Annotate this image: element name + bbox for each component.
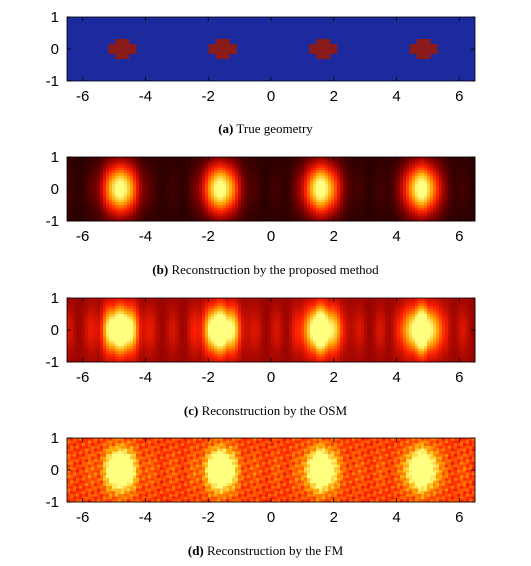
x-tick-label: -6 (76, 509, 89, 526)
y-tick-label: 0 (51, 41, 59, 58)
caption-b: (b) Reconstruction by the proposed metho… (152, 262, 379, 277)
x-tick-label: -2 (202, 509, 215, 526)
y-tick-label: -1 (46, 73, 59, 90)
y-tick-label: 1 (51, 290, 59, 307)
panel-c: -6 -4 -2 0 2 4 6 1 0 -1 (46, 290, 476, 386)
y-tick-label: 0 (51, 462, 59, 479)
x-tick-label: -4 (139, 369, 152, 386)
y-tick-label: 0 (51, 322, 59, 339)
y-tick-label: 1 (51, 149, 59, 166)
x-tick-label: 6 (455, 228, 463, 245)
y-tick-label: 0 (51, 181, 59, 198)
heatmap-b (67, 157, 476, 222)
x-tick-label: 2 (330, 509, 338, 526)
heatmap-c (67, 298, 476, 363)
x-tick-label: 4 (392, 88, 400, 105)
scatterer-cross-1 (108, 39, 137, 59)
x-tick-label: 0 (267, 509, 275, 526)
y-tick-label: -1 (46, 354, 59, 371)
scatterer-cross-2 (208, 39, 237, 59)
caption-d: (d) Reconstruction by the FM (187, 543, 344, 558)
caption-a: (a) True geometry (218, 121, 313, 136)
y-tick-label: 1 (51, 9, 59, 26)
scatterer-cross-4 (409, 39, 438, 59)
x-tick-label: -2 (202, 88, 215, 105)
panel-b: -6 -4 -2 0 2 4 6 1 0 -1 (46, 149, 476, 245)
heatmap-d (67, 438, 476, 503)
x-tick-label: 6 (455, 509, 463, 526)
y-tick-label: 1 (51, 430, 59, 447)
x-tick-label: -6 (76, 228, 89, 245)
caption-c: (c) Reconstruction by the OSM (183, 403, 348, 418)
scatterer-cross-3 (309, 39, 338, 59)
x-tick-label: -6 (76, 88, 89, 105)
x-tick-label: -6 (76, 369, 89, 386)
x-tick-label: 2 (330, 369, 338, 386)
x-tick-label: -2 (202, 369, 215, 386)
x-tick-label: 4 (392, 228, 400, 245)
x-tick-label: 0 (267, 369, 275, 386)
x-tick-label: 2 (330, 88, 338, 105)
panel-a: -6 -4 -2 0 2 4 6 1 0 -1 (46, 9, 476, 105)
x-tick-label: 6 (455, 369, 463, 386)
x-tick-label: 0 (267, 88, 275, 105)
x-tick-label: -4 (139, 88, 152, 105)
x-tick-label: 4 (392, 509, 400, 526)
x-tick-label: 6 (455, 88, 463, 105)
x-tick-label: -4 (139, 509, 152, 526)
x-tick-label: 4 (392, 369, 400, 386)
panel-d: -6 -4 -2 0 2 4 6 1 0 -1 (46, 430, 476, 526)
x-tick-label: 2 (330, 228, 338, 245)
x-tick-label: -4 (139, 228, 152, 245)
y-tick-label: -1 (46, 213, 59, 230)
y-tick-label: -1 (46, 494, 59, 511)
x-tick-label: 0 (267, 228, 275, 245)
x-tick-label: -2 (202, 228, 215, 245)
